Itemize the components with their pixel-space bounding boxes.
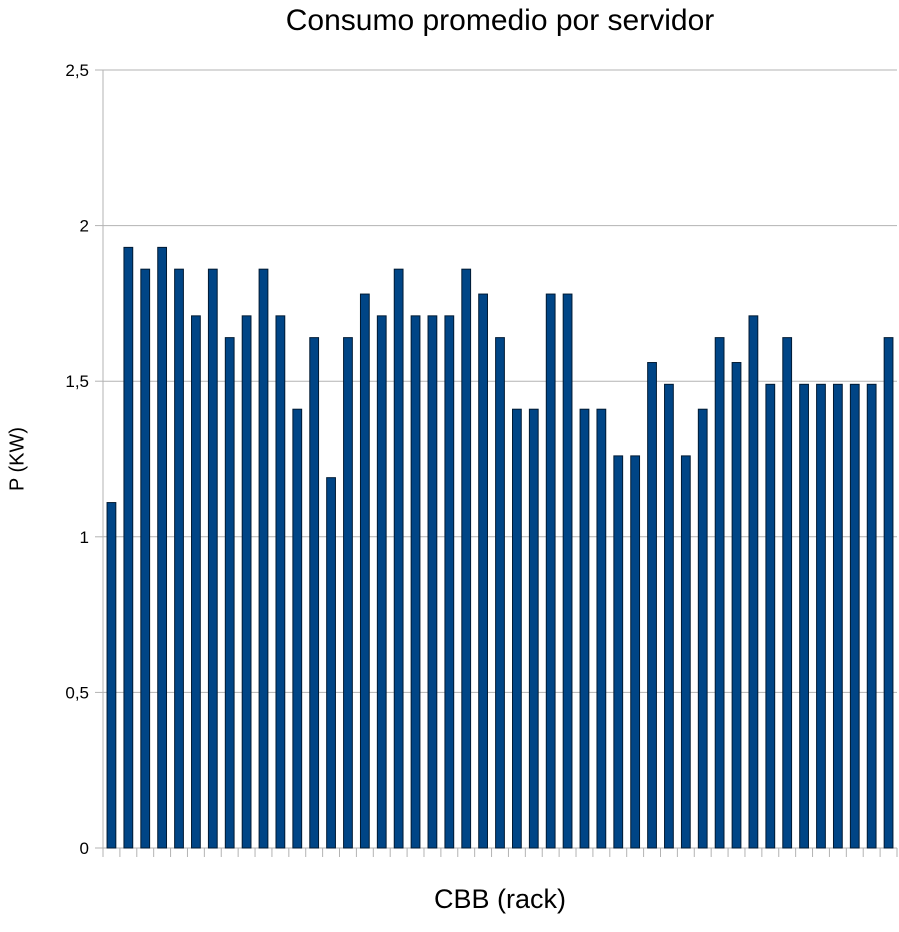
bar — [545, 293, 556, 849]
bar — [765, 383, 776, 849]
bar — [224, 337, 235, 849]
bar — [562, 293, 573, 849]
bar — [343, 337, 353, 849]
bar — [697, 408, 708, 849]
bar — [461, 268, 472, 849]
y-tick-label: 1 — [80, 528, 89, 547]
bar — [680, 455, 691, 849]
y-tick-label: 2,5 — [65, 61, 89, 80]
bar — [157, 246, 168, 849]
bar — [241, 315, 252, 849]
bar — [613, 455, 624, 849]
bar — [427, 315, 438, 849]
y-tick-label: 0 — [80, 839, 89, 858]
bar — [478, 293, 488, 849]
bar — [782, 337, 793, 849]
bar — [832, 383, 843, 849]
bar — [731, 362, 742, 849]
bar — [140, 268, 151, 849]
bar — [664, 383, 674, 849]
bar — [309, 337, 320, 849]
chart-title: Consumo promedio por servidor — [285, 4, 715, 37]
bar — [714, 337, 725, 849]
bar — [174, 268, 184, 849]
bar — [393, 268, 404, 849]
bar — [292, 408, 303, 849]
bar — [866, 383, 877, 849]
bar — [359, 293, 370, 849]
bar — [647, 362, 657, 849]
bar — [106, 502, 117, 849]
bar — [123, 246, 134, 849]
bar — [528, 408, 539, 849]
bar — [207, 268, 218, 849]
bar — [579, 408, 590, 849]
bar — [883, 337, 894, 849]
bar — [258, 268, 269, 849]
y-tick-label: 1,5 — [65, 372, 89, 391]
bar — [410, 315, 421, 849]
bar — [275, 315, 286, 849]
bar — [630, 455, 641, 849]
bar — [191, 315, 201, 849]
bar — [495, 337, 505, 849]
bar — [376, 315, 387, 849]
bar — [816, 383, 826, 849]
bar — [799, 383, 809, 849]
bar — [748, 315, 759, 849]
y-tick-label: 0,5 — [65, 683, 89, 702]
bar — [849, 383, 860, 849]
bar — [512, 408, 522, 849]
y-tick-label: 2 — [80, 217, 89, 236]
x-axis-title: CBB (rack) — [433, 884, 566, 914]
bar — [596, 408, 607, 849]
bar — [444, 315, 455, 849]
bar — [326, 477, 336, 849]
